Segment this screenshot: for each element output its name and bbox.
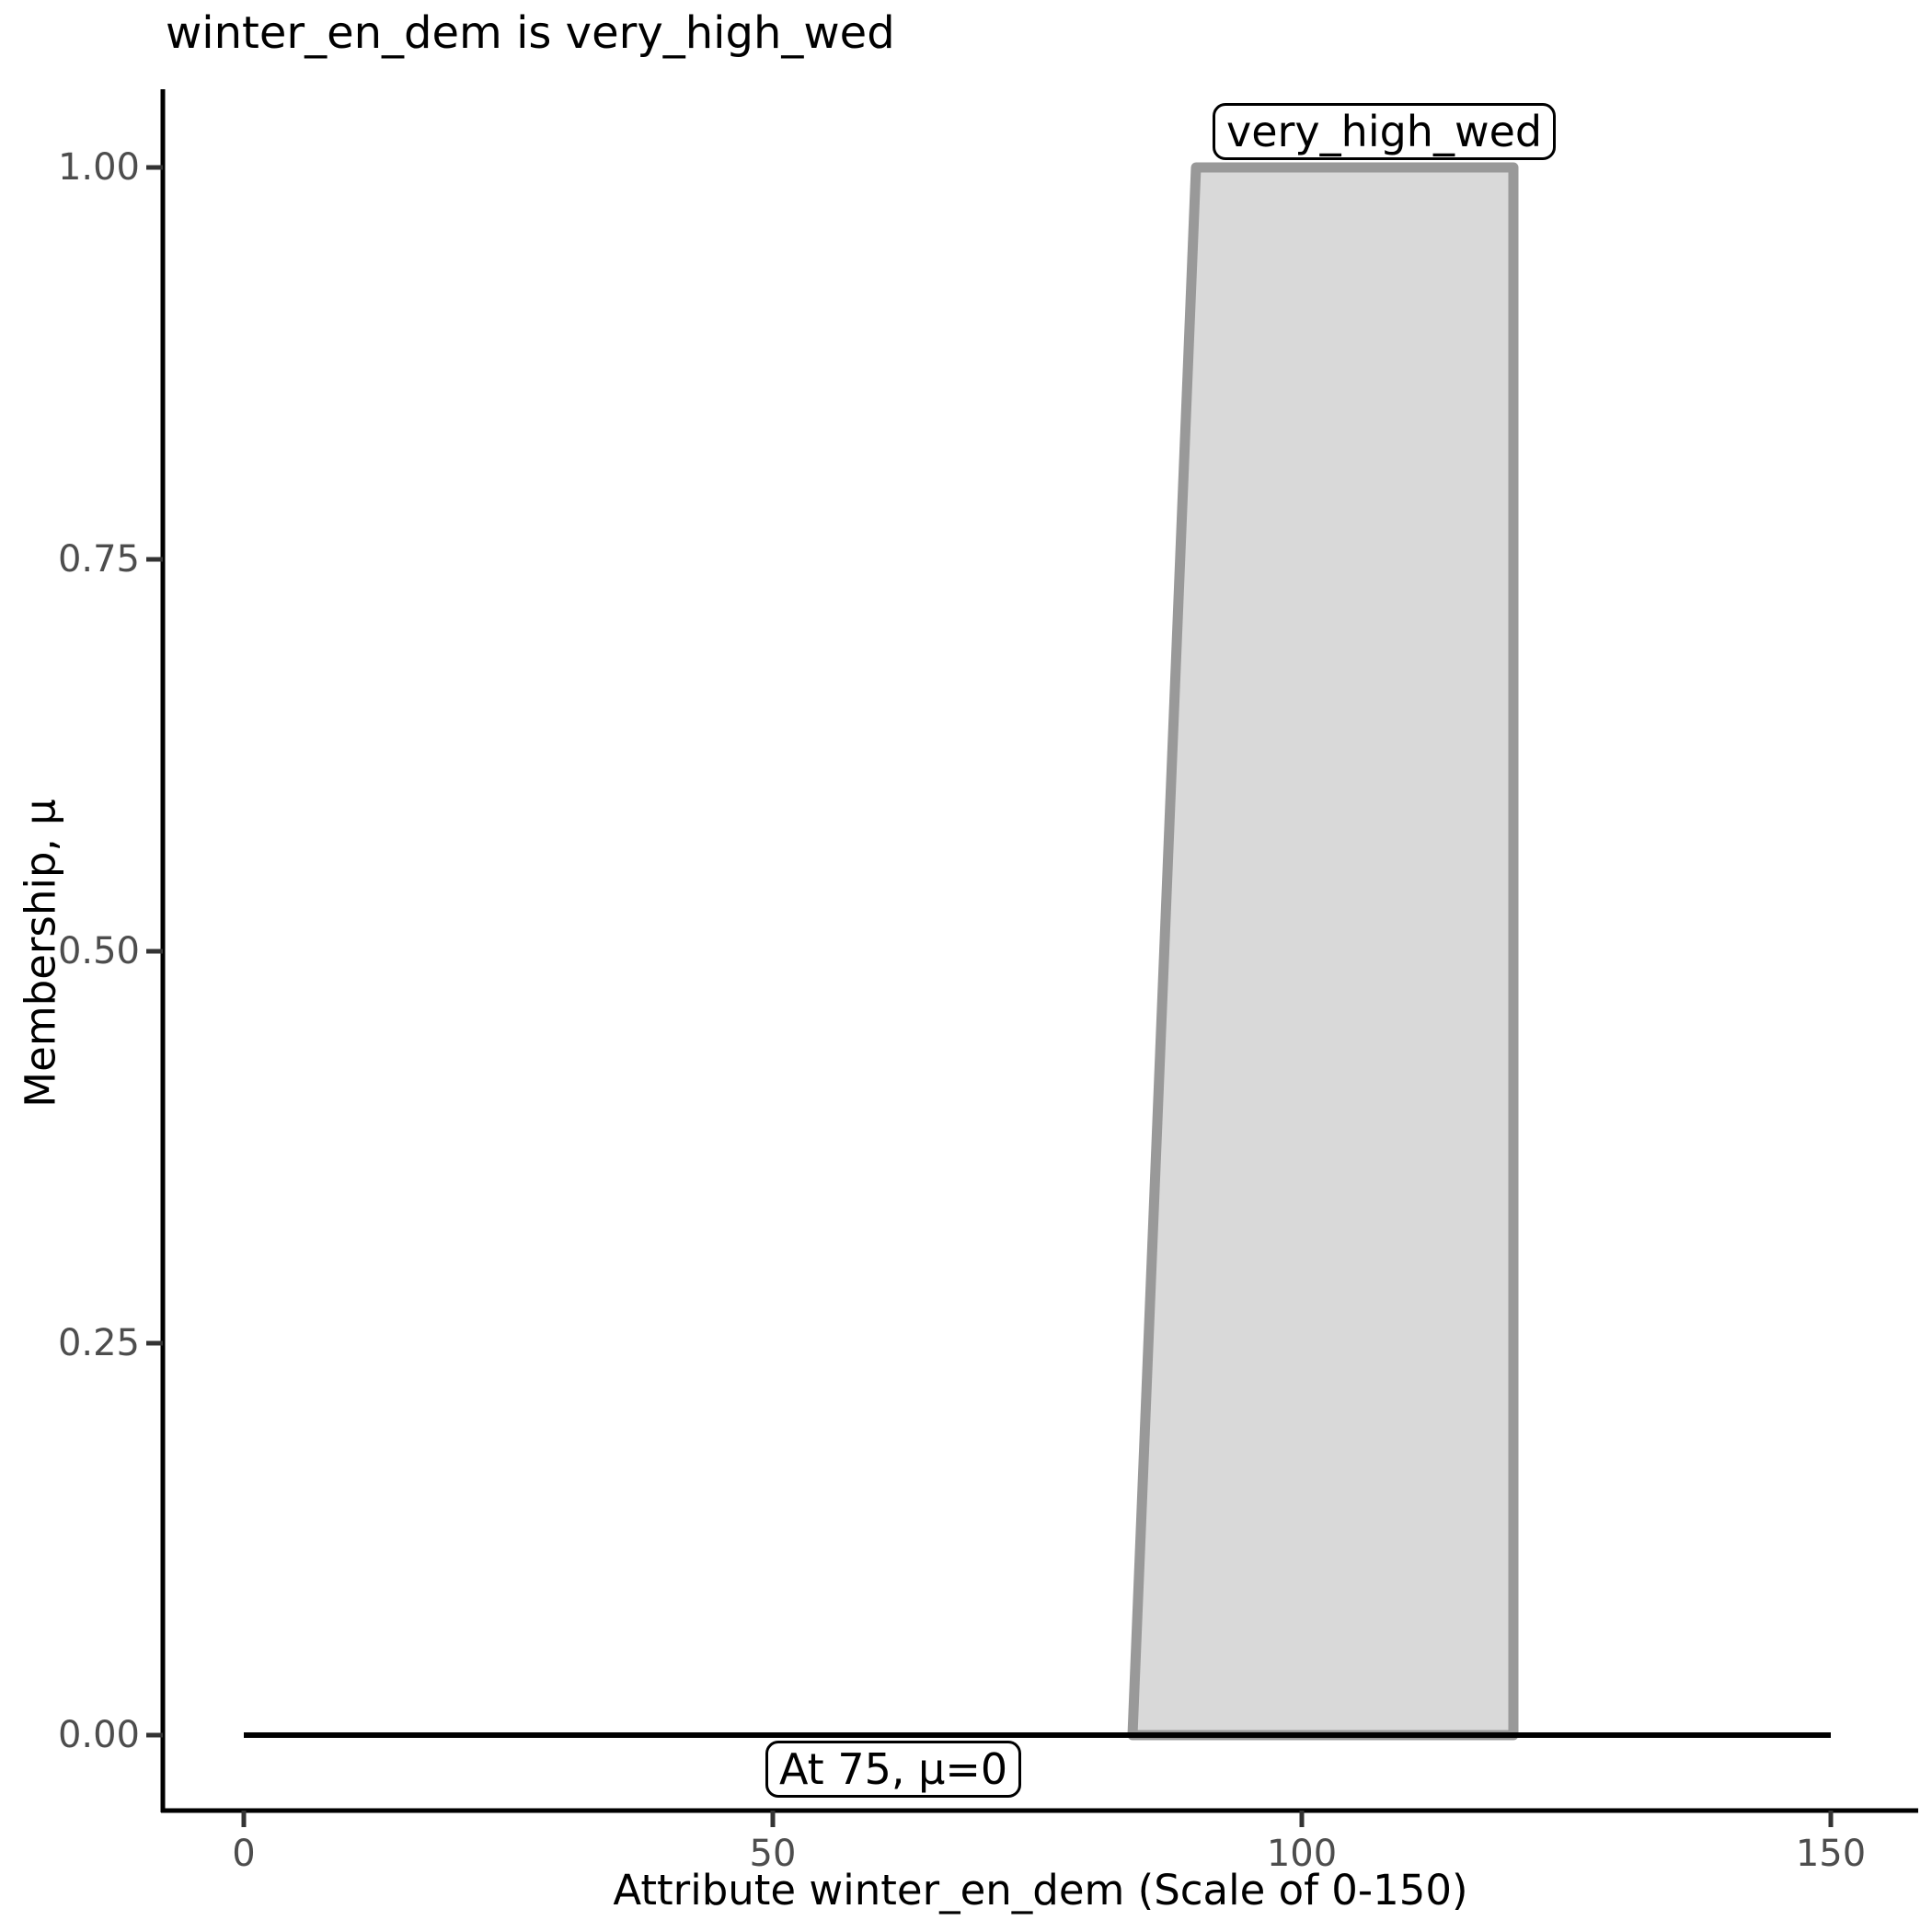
x-tick-label: 150 bbox=[1795, 1833, 1867, 1875]
x-tick-label: 50 bbox=[749, 1833, 797, 1875]
x-tick-label: 100 bbox=[1266, 1833, 1338, 1875]
y-tick-label: 0.50 bbox=[57, 930, 140, 972]
annotation-set-name: very_high_wed bbox=[1213, 103, 1557, 161]
y-tick-label: 0.75 bbox=[57, 538, 140, 581]
chart-title: winter_en_dem is very_high_wed bbox=[166, 7, 895, 59]
membership-polygon bbox=[1127, 162, 1519, 1741]
x-tick-label: 0 bbox=[232, 1833, 256, 1875]
y-tick-label: 0.25 bbox=[57, 1322, 140, 1364]
x-axis-title: Attribute winter_en_dem (Scale of 0-150) bbox=[613, 1866, 1468, 1915]
annotation-eval-point: At 75, μ=0 bbox=[765, 1741, 1022, 1799]
y-tick-label: 0.00 bbox=[57, 1714, 140, 1756]
y-tick-label: 1.00 bbox=[57, 146, 140, 189]
